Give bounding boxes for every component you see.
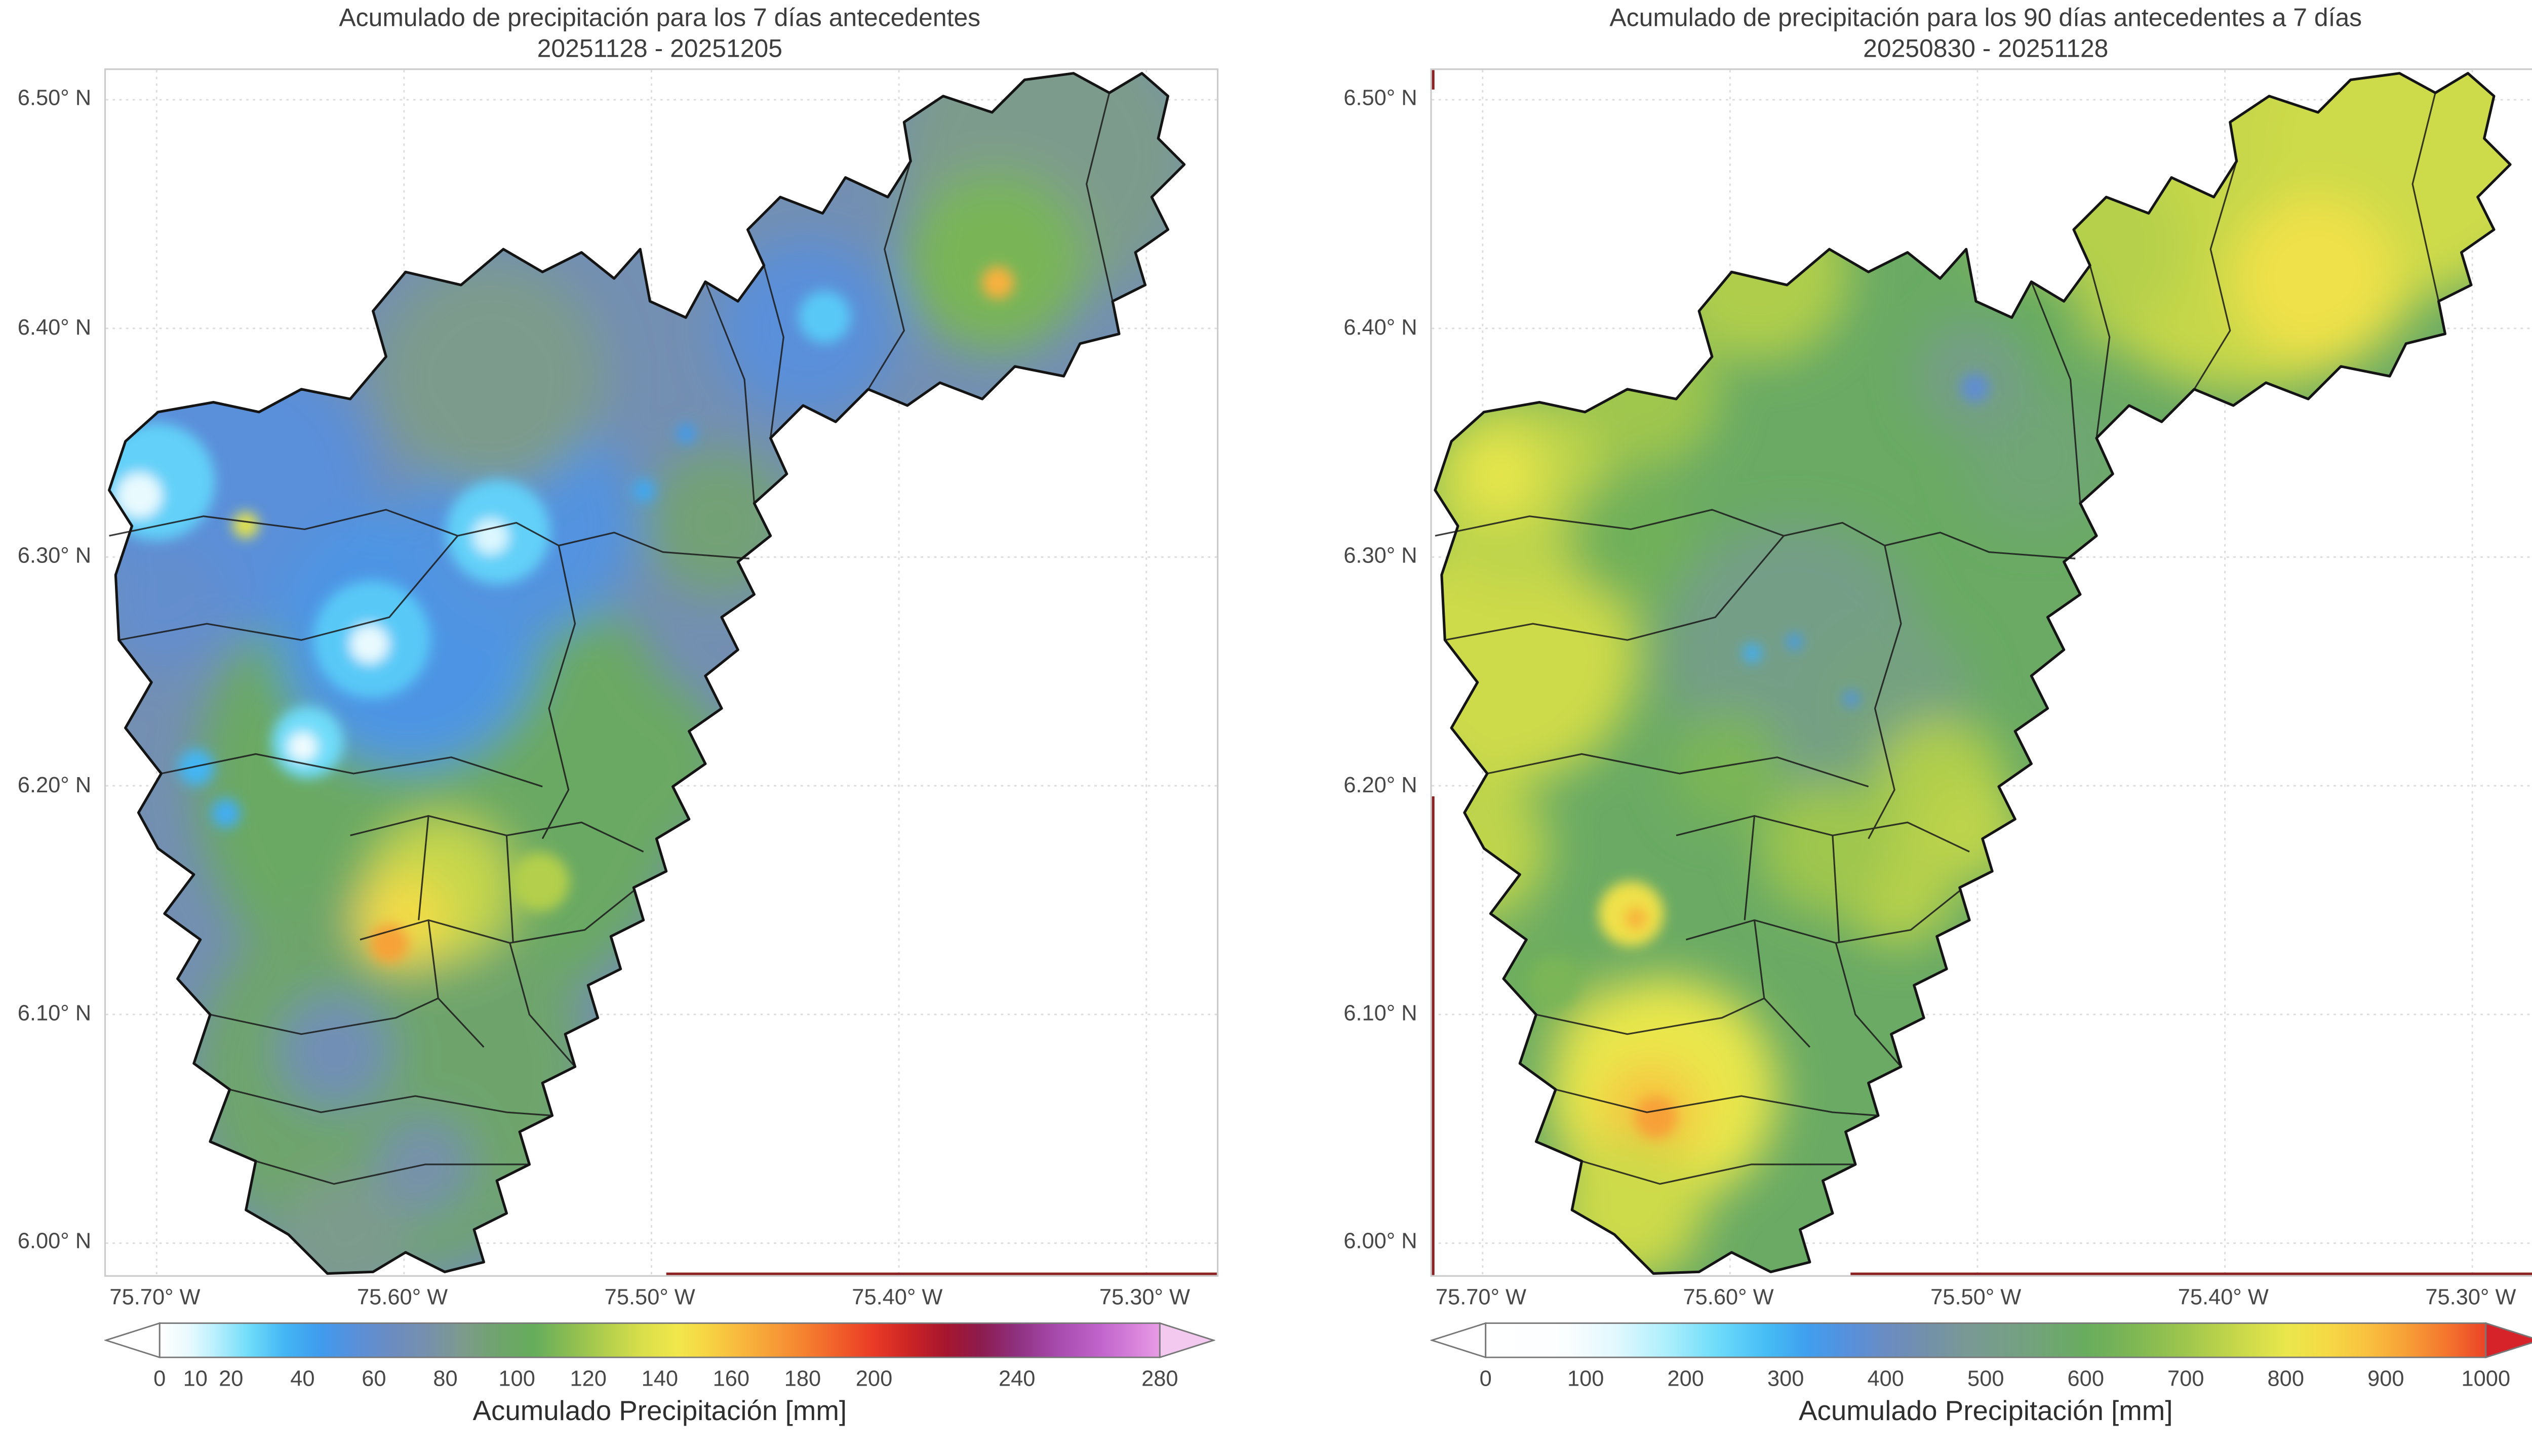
colorbar-tick-label: 0	[153, 1366, 166, 1391]
x-axis-tick-label: 75.60° W	[357, 1285, 448, 1310]
y-axis-tick-label: 6.10° N	[1343, 1000, 1417, 1025]
colorbar-tick-label: 900	[2367, 1366, 2404, 1391]
panel-title-90day: Acumulado de precipitación para los 90 d…	[1430, 5, 2532, 65]
x-axis-tick-label: 75.70° W	[1435, 1285, 1527, 1310]
x-axis-tick-label: 75.40° W	[2178, 1285, 2269, 1310]
x-axis-tick-label: 75.40° W	[852, 1285, 943, 1310]
y-axis-tick-label: 6.30° N	[1343, 543, 1417, 568]
precipitation-map-90day	[1432, 70, 2532, 1275]
panel-title-line1: Acumulado de precipitación para los 90 d…	[1609, 5, 2362, 33]
colorbar-tick-label: 40	[290, 1366, 315, 1391]
colorbar-tick-label: 400	[1867, 1366, 1904, 1391]
y-axis-tick-label: 6.40° N	[1343, 314, 1417, 339]
y-axis-tick-label: 6.40° N	[17, 314, 92, 339]
basin-fill	[109, 73, 1184, 1274]
panel-title-line2: 20251128 - 20251205	[537, 35, 782, 63]
colorbar-tick-label: 240	[998, 1366, 1036, 1391]
colorbar-tick-label: 80	[433, 1366, 458, 1391]
colorbar-tick-label: 20	[219, 1366, 244, 1391]
colorbar-90day	[1430, 1322, 2532, 1358]
panel-precip-90day: Acumulado de precipitación para los 90 d…	[1326, 0, 2532, 1456]
y-axis-tick-label: 6.10° N	[17, 1000, 92, 1025]
map-plot-7day	[104, 68, 1219, 1277]
colorbar-tick-label: 200	[1667, 1366, 1704, 1391]
colorbar-tick-label: 800	[2267, 1366, 2305, 1391]
colorbar-tick-label: 1000	[2461, 1366, 2511, 1391]
precip-blobs-broad	[109, 73, 1184, 1274]
colorbar-under-arrow	[104, 1322, 161, 1358]
y-axis-tick-label: 6.50° N	[17, 86, 92, 110]
colorbar-under-arrow	[1430, 1322, 1487, 1358]
colorbar-tick-label: 60	[362, 1366, 386, 1391]
panel-title-line2: 20250830 - 20251128	[1863, 35, 2109, 63]
colorbar-7day	[104, 1322, 1215, 1358]
colorbar-tick-label: 700	[2167, 1366, 2204, 1391]
basin-fill	[1435, 73, 2511, 1274]
colorbar-tick-label: 500	[1967, 1366, 2004, 1391]
x-axis-tick-label: 75.30° W	[2425, 1285, 2516, 1310]
colorbar-tick-label: 160	[713, 1366, 750, 1391]
colorbar-label: Acumulado Precipitación [mm]	[1799, 1395, 2173, 1427]
precip-blobs-detail	[1530, 373, 1990, 1139]
x-axis-tick-label: 75.50° W	[1930, 1285, 2022, 1310]
panel-precip-7day: Acumulado de precipitación para los 7 dí…	[0, 0, 1251, 1456]
x-axis-tick-label: 75.50° W	[604, 1285, 695, 1310]
colorbar-tick-label: 600	[2067, 1366, 2104, 1391]
colorbar-label: Acumulado Precipitación [mm]	[472, 1395, 847, 1427]
colorbar-over-arrow	[2485, 1322, 2532, 1358]
colorbar-tick-label: 200	[855, 1366, 893, 1391]
colorbar-gradient-bar	[159, 1322, 1161, 1358]
precipitation-map-7day	[106, 70, 1217, 1275]
y-axis-tick-label: 6.50° N	[1343, 86, 1417, 110]
department-boundary-segment	[1432, 70, 2532, 1275]
colorbar-tick-label: 300	[1767, 1366, 1804, 1391]
x-axis-tick-label: 75.60° W	[1683, 1285, 1774, 1310]
colorbar-tick-label: 100	[1567, 1366, 1604, 1391]
colorbar-over-arrow	[1159, 1322, 1215, 1358]
y-axis-tick-label: 6.20° N	[1343, 772, 1417, 797]
colorbar-tick-label: 0	[1479, 1366, 1492, 1391]
colorbar-tick-label: 100	[498, 1366, 535, 1391]
x-axis-tick-label: 75.70° W	[109, 1285, 201, 1310]
y-axis-tick-label: 6.20° N	[17, 772, 92, 797]
y-axis-tick-label: 6.00° N	[1343, 1229, 1417, 1254]
x-axis-tick-label: 75.30° W	[1099, 1285, 1191, 1310]
colorbar-tick-label: 120	[570, 1366, 607, 1391]
precip-blobs-detail	[109, 266, 1014, 963]
colorbar-tick-label: 10	[183, 1366, 208, 1391]
map-plot-90day	[1430, 68, 2532, 1277]
y-axis-tick-label: 6.30° N	[17, 543, 92, 568]
colorbar-gradient-bar	[1485, 1322, 2487, 1358]
y-axis-tick-label: 6.00° N	[17, 1229, 92, 1254]
colorbar-tick-label: 180	[784, 1366, 821, 1391]
colorbar-tick-label: 280	[1141, 1366, 1178, 1391]
colorbar-tick-label: 140	[641, 1366, 679, 1391]
panel-title-line1: Acumulado de precipitación para los 7 dí…	[339, 5, 981, 33]
panel-title-7day: Acumulado de precipitación para los 7 dí…	[104, 5, 1215, 65]
